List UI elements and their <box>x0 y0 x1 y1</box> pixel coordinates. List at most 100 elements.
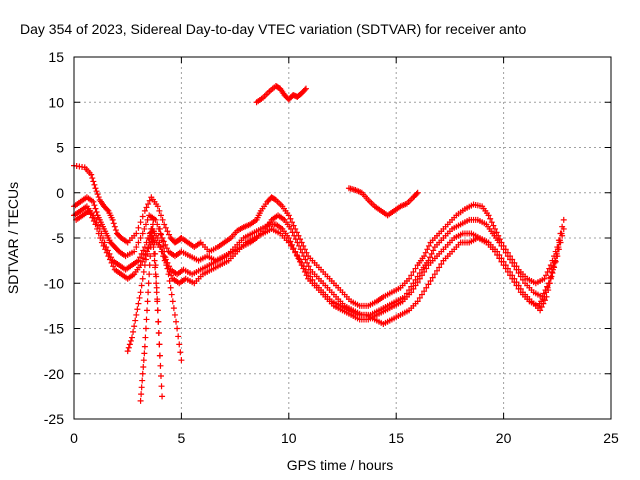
data-point <box>305 270 312 277</box>
data-point <box>287 215 294 222</box>
data-point <box>90 218 97 225</box>
data-point <box>131 323 138 330</box>
data-point <box>413 190 420 197</box>
data-point <box>127 337 134 344</box>
data-point <box>178 357 185 364</box>
data-point <box>416 275 423 282</box>
data-point <box>86 207 93 214</box>
data-point <box>173 318 180 325</box>
data-point <box>139 377 146 384</box>
data-point <box>137 254 144 261</box>
data-point <box>137 397 144 404</box>
data-point <box>504 268 511 275</box>
data-point <box>152 250 159 257</box>
data-point <box>408 272 415 279</box>
data-point <box>154 307 161 314</box>
data-point <box>423 284 430 291</box>
data-point <box>414 279 421 286</box>
data-point <box>164 265 171 272</box>
data-point <box>133 244 140 251</box>
data-point <box>151 239 158 246</box>
data-point <box>126 341 133 348</box>
data-point <box>131 248 138 255</box>
data-point <box>157 212 164 219</box>
data-point <box>166 231 173 238</box>
data-point <box>145 245 152 252</box>
data-point <box>498 242 505 249</box>
data-point <box>141 244 148 251</box>
series-spike-2 <box>137 216 166 404</box>
data-point <box>494 251 501 258</box>
data-point <box>168 272 175 279</box>
x-tick-label: 20 <box>496 430 512 446</box>
data-point <box>95 194 102 201</box>
data-point <box>485 212 492 219</box>
data-point <box>496 239 503 246</box>
data-point <box>162 224 169 231</box>
data-point <box>153 284 160 291</box>
data-points <box>71 82 567 404</box>
data-point <box>146 197 153 204</box>
data-point <box>161 248 168 255</box>
data-point <box>559 232 566 239</box>
data-point <box>88 171 95 178</box>
data-point <box>289 219 296 226</box>
data-point <box>139 230 146 237</box>
data-point <box>147 253 154 260</box>
data-point <box>144 298 151 305</box>
data-point <box>142 325 149 332</box>
y-tick-label: 10 <box>48 94 64 110</box>
data-point <box>158 383 165 390</box>
data-point <box>91 202 98 209</box>
data-point <box>152 262 159 269</box>
data-point <box>110 263 117 270</box>
x-axis-label: GPS time / hours <box>287 457 394 473</box>
data-point <box>109 216 116 223</box>
data-point <box>421 288 428 295</box>
data-point <box>549 270 556 277</box>
data-point <box>292 236 299 243</box>
data-point <box>133 311 140 318</box>
data-point <box>130 328 137 335</box>
data-point <box>160 242 167 249</box>
data-point <box>304 259 311 266</box>
data-point <box>492 225 499 232</box>
data-point <box>176 341 183 348</box>
data-point <box>97 235 104 241</box>
data-point <box>412 265 419 272</box>
data-point <box>103 249 110 256</box>
data-point <box>94 225 101 232</box>
data-point <box>546 265 553 272</box>
data-point <box>423 265 430 272</box>
data-point <box>418 272 425 279</box>
data-point <box>502 249 509 256</box>
data-point <box>133 230 140 237</box>
data-point <box>140 247 147 254</box>
data-point <box>554 253 561 260</box>
data-point <box>511 263 518 270</box>
data-point <box>296 256 303 263</box>
data-point <box>429 274 436 281</box>
data-point <box>552 258 559 265</box>
data-point <box>410 285 417 292</box>
data-point <box>302 266 309 273</box>
data-point <box>138 250 145 257</box>
data-point <box>289 241 296 248</box>
series-spike-3 <box>156 225 185 364</box>
data-point <box>421 268 428 275</box>
y-tick-label: -10 <box>44 275 64 291</box>
x-tick-label: 5 <box>178 430 186 446</box>
data-point <box>425 281 432 288</box>
data-point <box>416 294 423 301</box>
data-point <box>159 393 166 400</box>
data-point <box>490 222 497 229</box>
data-point <box>285 212 292 219</box>
data-point <box>145 201 152 208</box>
data-point <box>142 256 149 263</box>
data-point <box>112 227 119 234</box>
x-tick-label: 0 <box>70 430 78 446</box>
data-point <box>110 220 117 227</box>
data-point <box>93 208 100 215</box>
data-point <box>297 246 304 253</box>
data-point <box>502 265 509 272</box>
